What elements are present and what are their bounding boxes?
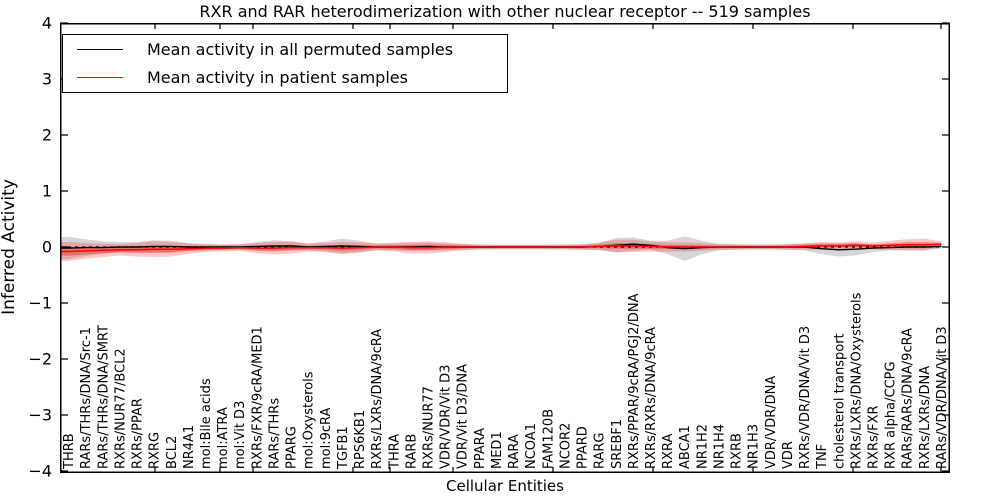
x-category-label: RXRs/PPAR [131,398,146,469]
x-category-label: cholesterol transport [832,333,847,469]
x-category-label: NR1H3 [747,424,762,469]
x-axis-label: Cellular Entities [446,477,564,495]
x-category-label: RXRA [661,434,676,469]
patient-mean-line [61,243,942,253]
permuted-line-swatch [77,48,123,50]
x-category-label: mol:Oxysterols [302,371,317,469]
legend-box: Mean activity in all permuted samples Me… [62,34,508,93]
x-category-label: SREBF1 [610,419,625,469]
x-category-label: NR1H2 [695,424,710,469]
x-category-label: FAM120B [541,409,556,469]
permuted-spread-band [61,236,942,261]
x-category-label: mol:Bile acids [199,378,214,469]
x-category-label: RXRs/FXR [867,405,882,469]
x-category-label: THRA [387,434,402,470]
y-axis-label: Inferred Activity [0,179,19,315]
axis-frame [60,23,950,473]
x-category-label: VDR/VDR/DNA [764,376,779,469]
x-category-label: TGFB1 [336,426,351,470]
x-category-label: RARA [507,434,522,469]
x-category-label: RXRs/VDR/DNA/Vit D3 [798,326,813,469]
y-tick-label: −3 [28,406,52,425]
x-category-label: RXRB [730,433,745,469]
x-category-label: mol:9cRA [319,407,334,469]
x-category-label: RXRs/NUR77 [422,386,437,469]
legend-label-permuted: Mean activity in all permuted samples [147,39,454,59]
x-category-label: NCOR2 [558,423,573,469]
x-category-label: RXRs/LXRs/DNA [918,366,933,469]
x-category-label: PPARA [473,428,488,469]
legend-label-patient: Mean activity in patient samples [147,68,408,88]
y-tick-label: 1 [42,182,52,201]
x-category-label: RXR alpha/CCPG [884,361,899,469]
patient-line-swatch [77,77,123,79]
x-category-label: RARs/THRs/DNA/Src-1 [79,327,94,469]
y-tick-label: 0 [42,238,52,257]
x-category-label: RARB [404,434,419,469]
x-category-label: VDR/Vit D3/DNA [456,364,471,469]
x-category-label: RPS6KB1 [353,410,368,469]
x-category-label: NCOA1 [524,423,539,469]
x-category-label: VDR [781,441,796,469]
legend-entry-patient: Mean activity in patient samples [63,64,507,92]
x-category-label: PPARD [576,426,591,469]
x-category-label: mol:Vit D3 [233,401,248,469]
y-tick-label: 3 [42,70,52,89]
x-category-label: RARG [593,432,608,469]
x-category-label: NR4A1 [182,425,197,469]
y-tick-label: 2 [42,126,52,145]
x-category-label: RXRs/LXRs/DNA/9cRA [370,329,385,469]
x-category-label: RARs/THRs [267,398,282,469]
x-category-label: TNF [815,444,830,470]
x-category-label: RARs/THRs/DNA/SMRT [96,325,111,469]
x-category-label: MED1 [490,431,505,469]
x-category-label: PPARG [285,426,300,469]
chart-title: RXR and RAR heterodimerization with othe… [199,2,811,21]
x-category-label: VDR/VDR/Vit D3 [439,365,454,469]
x-category-label: RXRs/LXRs/DNA/Oxysterols [849,292,864,469]
y-tick-label: −1 [28,294,52,313]
y-tick-label: −2 [28,350,52,369]
x-category-label: BCL2 [165,436,180,469]
legend-entry-permuted: Mean activity in all permuted samples [63,35,507,63]
x-category-label: NR1H4 [712,424,727,469]
y-tick-label: −4 [28,462,52,481]
x-category-label: RXRs/PPAR/9cRA/PGJ2/DNA [627,293,642,469]
x-category-label: RXRs/FXR/9cRA/MED1 [250,326,265,469]
x-category-label: RXRG [148,432,163,469]
x-category-label: RXRs/RXRs/DNA/9cRA [644,327,659,469]
x-category-label: RARs/VDR/DNA/Vit D3 [935,326,950,469]
x-category-label: THRB [62,433,77,470]
y-tick-label: 4 [42,14,52,33]
x-category-label: mol:ATRA [216,407,231,469]
patient-spread-band-outer [61,238,942,261]
x-category-label: RARs/RARs/DNA/9cRA [901,328,916,469]
x-category-label: RXRs/NUR77/BCL2 [113,348,128,469]
x-category-label: ABCA1 [678,425,693,469]
